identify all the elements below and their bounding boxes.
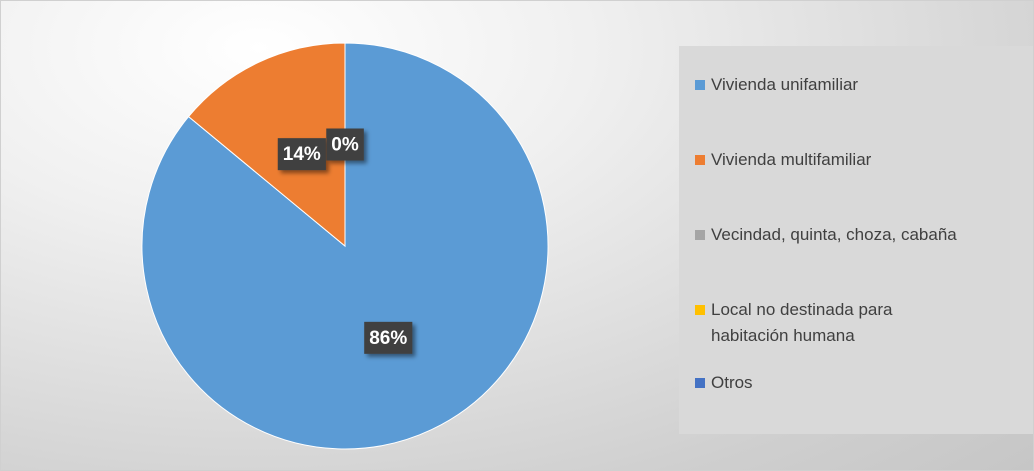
legend-item: Local no destinada para habitación human… xyxy=(695,297,895,349)
data-label: 0% xyxy=(326,128,364,161)
legend-label: Local no destinada para habitación human… xyxy=(711,300,893,345)
legend-swatch xyxy=(695,155,705,165)
data-label: 14% xyxy=(277,138,326,171)
data-label: 86% xyxy=(364,321,413,354)
data-label-box xyxy=(277,138,326,171)
legend-item: Vivienda multifamiliar xyxy=(695,147,1025,173)
legend-item: Otros xyxy=(695,370,1025,396)
legend-label: Vivienda unifamiliar xyxy=(711,75,859,94)
legend-item: Vivienda unifamiliar xyxy=(695,72,1025,98)
data-label-box xyxy=(364,321,413,354)
legend-swatch xyxy=(695,230,705,240)
legend-label: Vecindad, quinta, choza, cabaña xyxy=(711,225,957,244)
data-label-text: 14% xyxy=(283,144,321,165)
legend-label: Otros xyxy=(711,373,753,392)
legend-swatch xyxy=(695,80,705,90)
legend-swatch xyxy=(695,378,705,388)
data-label-text: 0% xyxy=(331,135,359,156)
data-label-text: 86% xyxy=(369,328,407,349)
legend: Vivienda unifamiliar Vivienda multifamili… xyxy=(679,46,1033,434)
legend-swatch xyxy=(695,305,705,315)
pie-slice xyxy=(187,42,346,248)
legend-label: Vivienda multifamiliar xyxy=(711,150,872,169)
legend-item: Vecindad, quinta, choza, cabaña xyxy=(695,222,1025,248)
data-label-box xyxy=(326,128,364,161)
